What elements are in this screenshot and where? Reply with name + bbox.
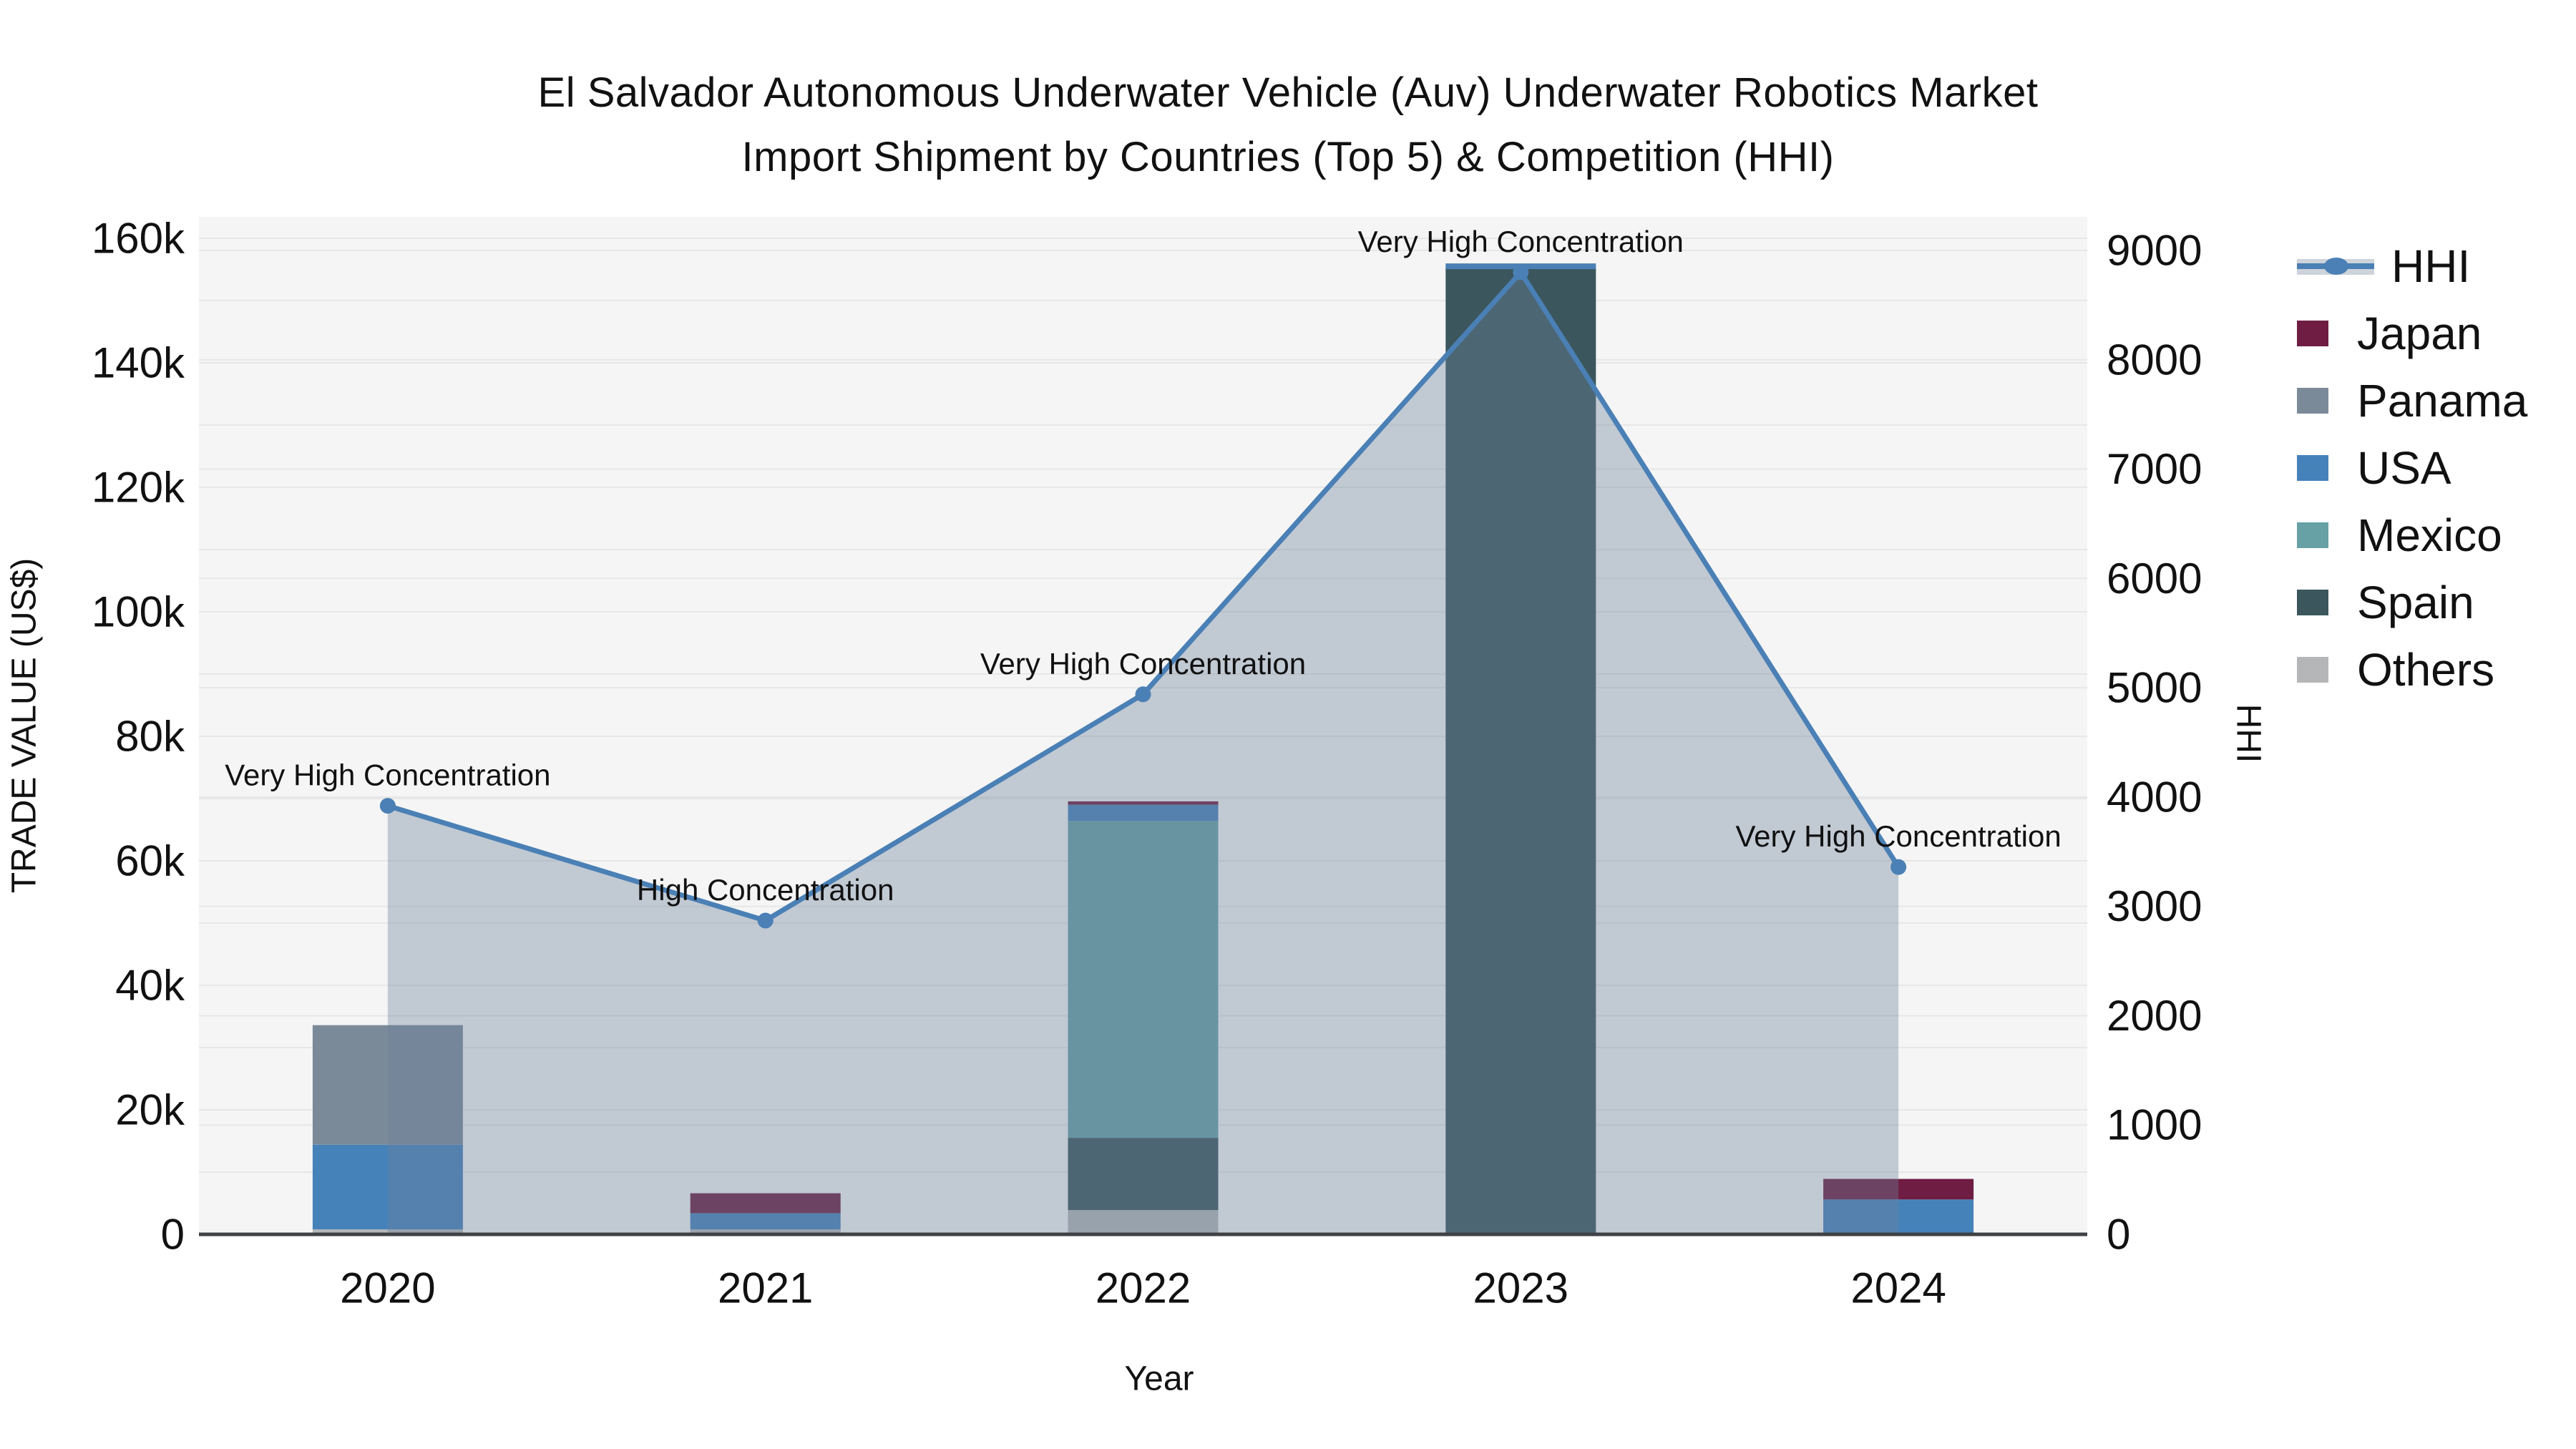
legend-label-hhi: HHI <box>2391 240 2471 292</box>
annotation-2024: Very High Concentration <box>1735 819 2061 853</box>
bar-segment-mexico-2022[interactable] <box>1068 821 1219 1138</box>
y-right-tick-9000: 9000 <box>2107 227 2202 275</box>
legend-swatch-japan <box>2297 321 2328 346</box>
bar-segment-others-2021[interactable] <box>690 1229 841 1234</box>
y-right-tick-8000: 8000 <box>2107 336 2202 384</box>
x-tick-2024: 2024 <box>1850 1264 1946 1312</box>
y-left-tick-160k: 160k <box>92 215 185 263</box>
legend-item-japan[interactable]: Japan <box>2297 300 2527 367</box>
hhi-marker-2021[interactable] <box>757 912 774 929</box>
hhi-marker-2023[interactable] <box>1513 264 1529 280</box>
y-left-tick-60k: 60k <box>115 837 185 885</box>
hhi-marker-2022[interactable] <box>1135 686 1151 703</box>
x-tick-2021: 2021 <box>718 1264 813 1312</box>
bar-segment-usa-2024[interactable] <box>1823 1199 1974 1234</box>
x-tick-2023: 2023 <box>1473 1264 1568 1312</box>
x-tick-2022: 2022 <box>1096 1264 1191 1312</box>
chart-title-line1: El Salvador Autonomous Underwater Vehicl… <box>537 69 2039 116</box>
y-right-tick-7000: 7000 <box>2107 445 2202 493</box>
annotation-2020: Very High Concentration <box>225 758 550 792</box>
y-right-tick-1000: 1000 <box>2107 1101 2202 1149</box>
bar-segment-others-2022[interactable] <box>1068 1210 1219 1234</box>
legend-swatch-panama <box>2297 388 2328 414</box>
chart-title-line2: Import Shipment by Countries (Top 5) & C… <box>741 134 1835 180</box>
bar-segment-usa-2020[interactable] <box>312 1144 463 1230</box>
legend-label-others: Others <box>2357 644 2495 696</box>
y-left-tick-100k: 100k <box>92 588 185 636</box>
legend-hhi-line-swatch <box>2297 253 2374 279</box>
y-left-tick-20k: 20k <box>115 1086 185 1134</box>
y-left-tick-40k: 40k <box>115 962 185 1010</box>
y-axis-title-left: TRADE VALUE (US$) <box>5 557 44 894</box>
legend-item-usa[interactable]: USA <box>2297 434 2527 502</box>
y-right-tick-6000: 6000 <box>2107 555 2202 602</box>
legend-item-spain[interactable]: Spain <box>2297 569 2527 636</box>
y-left-tick-80k: 80k <box>115 713 185 761</box>
annotation-2022: Very High Concentration <box>980 647 1306 680</box>
legend: HHI Japan Panama USA Mexico Spain Others <box>2297 233 2527 703</box>
bar-segment-usa-2021[interactable] <box>690 1213 841 1230</box>
y-left-tick-140k: 140k <box>92 339 185 387</box>
y-right-tick-2000: 2000 <box>2107 992 2202 1040</box>
x-axis-title: Year <box>1124 1360 1194 1398</box>
legend-swatch-spain <box>2297 590 2328 615</box>
bar-segment-japan-2021[interactable] <box>690 1193 841 1214</box>
annotation-2021: High Concentration <box>637 873 894 907</box>
annotation-2023: Very High Concentration <box>1358 225 1684 258</box>
legend-swatch-mexico <box>2297 522 2328 548</box>
y-right-tick-3000: 3000 <box>2107 882 2202 930</box>
legend-item-panama[interactable]: Panama <box>2297 367 2527 434</box>
y-right-tick-0: 0 <box>2107 1211 2130 1259</box>
legend-label-mexico: Mexico <box>2357 509 2502 561</box>
y-right-tick-4000: 4000 <box>2107 773 2202 821</box>
legend-swatch-usa <box>2297 455 2328 481</box>
hhi-marker-2024[interactable] <box>1890 859 1907 875</box>
y-left-tick-120k: 120k <box>92 464 185 512</box>
legend-label-japan: Japan <box>2357 308 2482 359</box>
legend-label-spain: Spain <box>2357 577 2474 628</box>
bar-segment-others-2020[interactable] <box>312 1229 463 1234</box>
bar-segment-spain-2023[interactable] <box>1445 266 1596 1234</box>
legend-label-usa: USA <box>2357 442 2451 494</box>
legend-item-mexico[interactable]: Mexico <box>2297 502 2527 569</box>
hhi-marker-2020[interactable] <box>379 798 396 814</box>
bar-segment-usa-2022[interactable] <box>1068 804 1219 821</box>
bar-segment-japan-2024[interactable] <box>1823 1179 1974 1200</box>
legend-item-others[interactable]: Others <box>2297 636 2527 703</box>
y-left-tick-0: 0 <box>161 1211 185 1259</box>
legend-item-hhi[interactable]: HHI <box>2297 233 2527 300</box>
bar-segment-spain-2022[interactable] <box>1068 1138 1219 1211</box>
y-axis-title-right: HHI <box>2229 703 2268 763</box>
legend-label-panama: Panama <box>2357 375 2528 426</box>
legend-swatch-others <box>2297 657 2328 683</box>
bar-segment-panama-2020[interactable] <box>312 1025 463 1145</box>
hhi-area-fill <box>387 272 1899 1234</box>
y-right-tick-5000: 5000 <box>2107 664 2202 712</box>
x-tick-2020: 2020 <box>340 1264 435 1312</box>
bar-segment-japan-2022[interactable] <box>1068 801 1219 805</box>
